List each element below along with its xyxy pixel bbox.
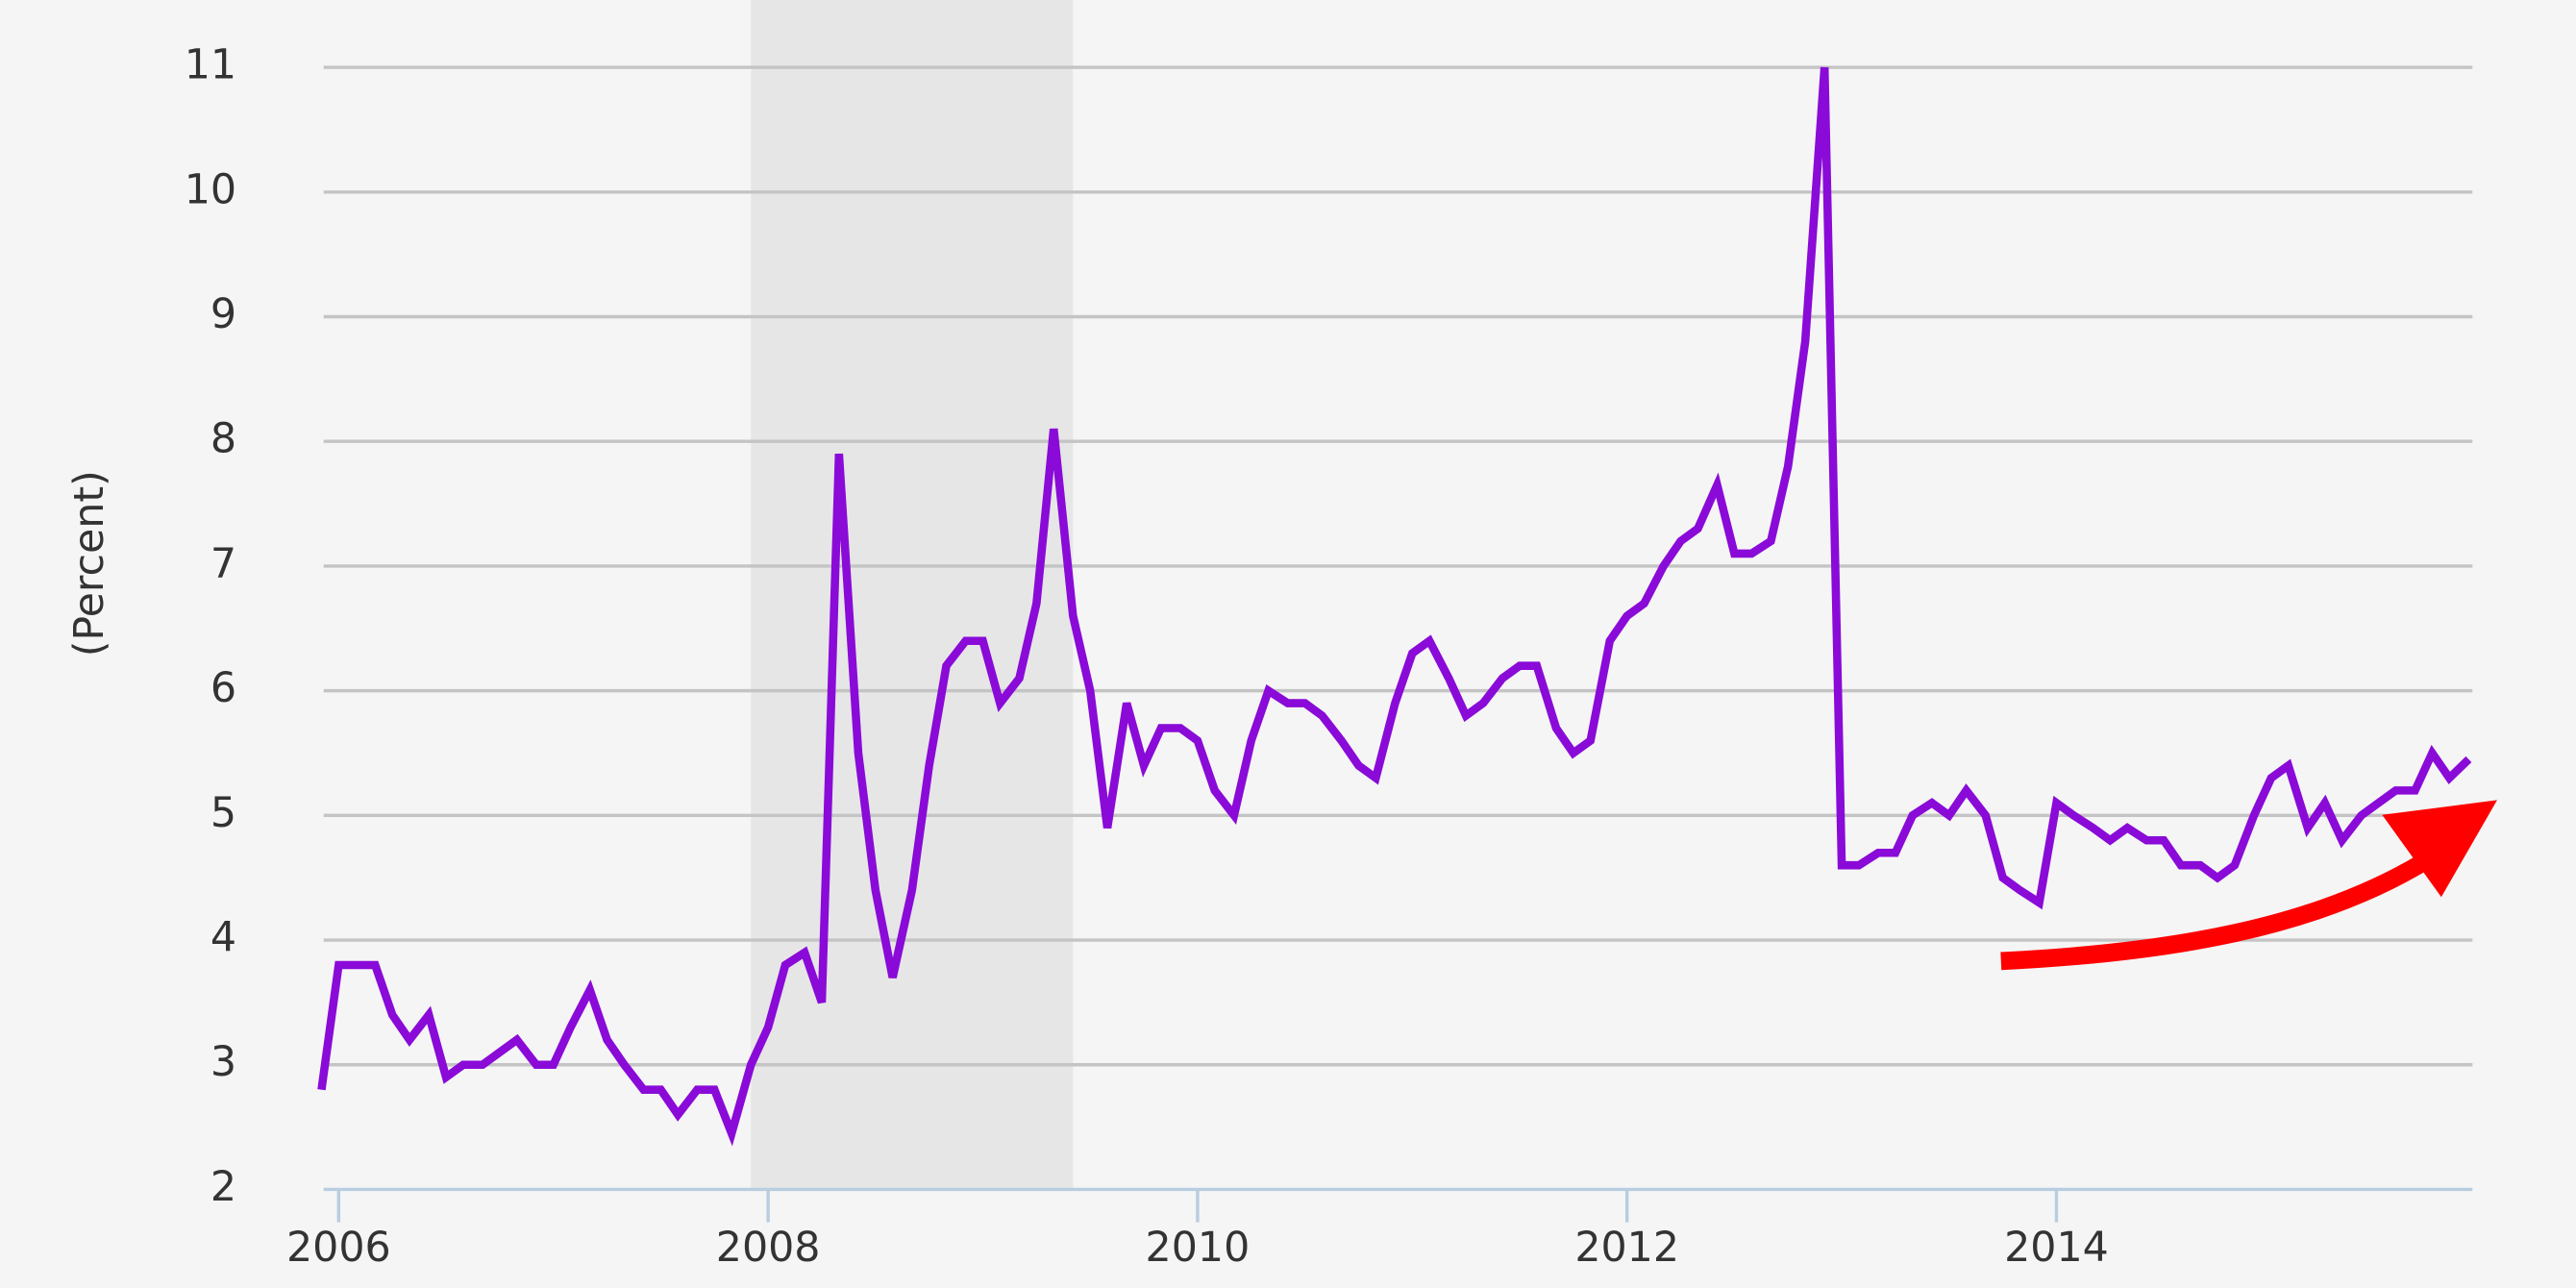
- data-line: [317, 66, 2472, 1147]
- line-layer: [317, 66, 2472, 1147]
- arrow-shaft: [2000, 851, 2434, 971]
- y-tick-label: 10: [185, 165, 236, 213]
- annotation-arrow: [2000, 800, 2497, 971]
- y-tick-label: 2: [211, 1163, 236, 1211]
- y-tick-label: 5: [211, 789, 236, 837]
- y-tick-label: 3: [211, 1038, 236, 1086]
- y-tick-label: 7: [211, 539, 236, 587]
- y-axis-label: (Percent): [65, 470, 113, 656]
- recession-shade: [751, 0, 1074, 1190]
- x-tick-label: 2014: [2004, 1224, 2109, 1272]
- y-tick-label: 6: [211, 664, 236, 712]
- x-tick-label: 2006: [286, 1224, 391, 1272]
- y-tick-label: 11: [185, 41, 236, 89]
- grid-layer: 2 3 4 5 6 7 8 9 10 11 2006 2008 2010 2012 2014: [185, 41, 2473, 1272]
- y-tick-label: 4: [211, 914, 236, 962]
- x-tick-label: 2008: [716, 1224, 821, 1272]
- x-tick-label: 2010: [1146, 1224, 1251, 1272]
- y-tick-label: 9: [211, 290, 236, 338]
- x-tick-label: 2012: [1574, 1224, 1679, 1272]
- arrow-head: [2382, 800, 2497, 898]
- y-tick-label: 8: [211, 415, 236, 463]
- shade-layer: [751, 0, 1074, 1190]
